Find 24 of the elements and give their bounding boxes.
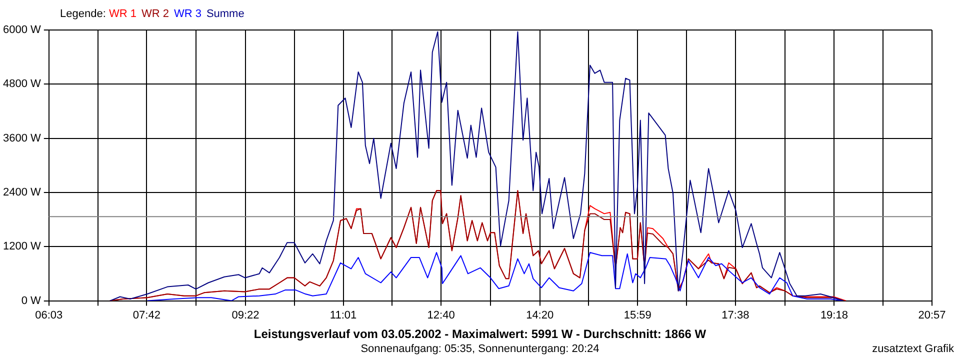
x-tick-label: 15:59 [624, 309, 652, 322]
legend-title: Legende: [60, 8, 107, 20]
y-tick-label: 3600 W [2, 132, 42, 144]
x-tick-label: 14:20 [526, 309, 554, 322]
x-tick-label: 06:03 [35, 309, 63, 322]
y-tick-label: 4800 W [2, 78, 42, 90]
text: WR 2 [141, 8, 169, 20]
text: Summe [206, 8, 244, 20]
text: Sonnenaufgang: 05:35, Sonnenuntergang: 20:24 [360, 343, 600, 355]
x-tick-label: 09:22 [232, 309, 260, 322]
x-tick-label: 11:01 [330, 309, 357, 322]
x-tick-label: 12:40 [427, 309, 455, 322]
text: WR 1 [108, 8, 136, 20]
x-tick-label: 07:42 [132, 309, 160, 322]
y-tick-label: 6000 W [2, 24, 42, 36]
y-tick-label: 1200 W [2, 240, 42, 253]
text: Leistungsverlauf vom 03.05.2002 - Maximalwert: 5991 W - Durchschnitt: 1866 W [252, 327, 708, 341]
x-tick-label: 19:18 [820, 309, 848, 322]
x-tick-label: 17:38 [722, 309, 750, 322]
y-tick-label: 2400 W [2, 186, 42, 199]
x-tick-label: 20:57 [918, 309, 946, 322]
text: WR 3 [174, 8, 202, 20]
y-tick-label: 0 W [21, 294, 42, 307]
text: zusatztext Grafik [872, 343, 954, 355]
